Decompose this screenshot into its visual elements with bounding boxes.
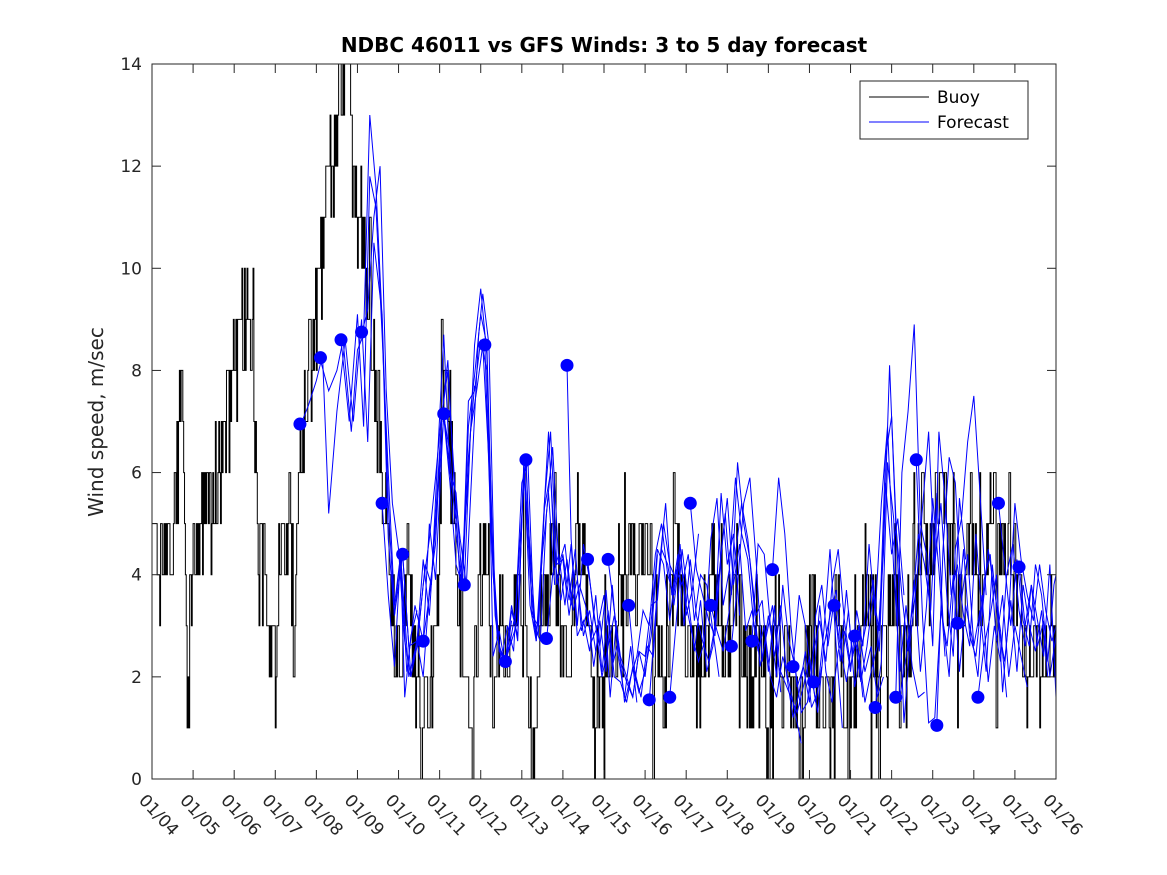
- legend-forecast-label: Forecast: [937, 113, 1009, 133]
- chart-title: NDBC 46011 vs GFS Winds: 3 to 5 day fore…: [341, 33, 868, 57]
- forecast-marker-19: [663, 690, 677, 704]
- legend-box: [859, 80, 1029, 140]
- forecast-marker-12: [519, 453, 533, 467]
- forecast-run-line-26: [813, 426, 925, 703]
- forecast-marker-24: [765, 563, 779, 577]
- forecast-run-line-31: [915, 462, 1028, 724]
- legend: Buoy Forecast: [859, 80, 1029, 140]
- forecast-marker-8: [437, 407, 451, 421]
- forecast-marker-16: [601, 552, 615, 566]
- forecast-marker-9: [457, 578, 471, 592]
- forecast-marker-4: [355, 325, 369, 339]
- forecast-marker-26: [807, 675, 821, 689]
- y-tick-label-0: 0: [131, 770, 142, 790]
- forecast-marker-25: [786, 660, 800, 674]
- forecast-run-line-4: [361, 166, 476, 677]
- y-tick-label-6: 6: [131, 464, 142, 484]
- forecast-marker-3: [334, 333, 348, 347]
- forecast-marker-31: [909, 453, 923, 467]
- forecast-marker-30: [889, 690, 903, 704]
- forecast-run-line-33: [956, 543, 1057, 698]
- forecast-marker-14: [560, 358, 574, 372]
- y-tick-label-12: 12: [120, 157, 142, 177]
- forecast-run-line-34: [977, 503, 1057, 698]
- forecast-marker-32: [930, 718, 944, 732]
- forecast-run-line-22: [730, 477, 843, 728]
- forecast-marker-5: [375, 496, 389, 510]
- forecast-marker-13: [539, 632, 553, 646]
- forecast-marker-6: [396, 547, 410, 561]
- forecast-marker-18: [642, 693, 656, 707]
- forecast-run-line-20: [689, 498, 802, 744]
- forecast-marker-33: [950, 616, 964, 630]
- forecast-run-line-32: [936, 457, 1049, 723]
- forecast-marker-23: [745, 634, 759, 648]
- forecast-marker-28: [848, 629, 862, 643]
- forecast-marker-21: [704, 598, 718, 612]
- y-tick-label-14: 14: [120, 55, 142, 75]
- y-tick-label-4: 4: [131, 566, 142, 586]
- forecast-marker-1: [293, 417, 307, 431]
- forecast-run-line-28: [854, 416, 967, 723]
- forecast-run-line-35: [997, 503, 1057, 662]
- legend-buoy-label: Buoy: [937, 88, 980, 108]
- forecast-run-line-21: [710, 503, 823, 715]
- forecast-run-line-23: [751, 542, 864, 715]
- forecast-run-line-12: [525, 462, 638, 703]
- y-tick-label-2: 2: [131, 668, 142, 688]
- forecast-marker-17: [622, 598, 636, 612]
- forecast-run-line-17: [628, 492, 741, 698]
- forecast-marker-35: [991, 496, 1005, 510]
- forecast-marker-11: [498, 655, 512, 669]
- forecast-run-line-13: [545, 544, 658, 703]
- y-tick-label-10: 10: [120, 259, 142, 279]
- forecast-run-line-24: [771, 477, 884, 703]
- forecast-marker-34: [971, 690, 985, 704]
- forecast-marker-36: [1012, 560, 1026, 574]
- forecast-run-line-3: [340, 176, 457, 672]
- forecast-run-line-6: [402, 288, 513, 677]
- forecast-marker-2: [313, 351, 327, 365]
- forecast-marker-15: [581, 552, 595, 566]
- y-axis-label: Wind speed, m/sec: [84, 327, 108, 517]
- forecast-run-line-16: [607, 548, 720, 698]
- forecast-marker-7: [416, 634, 430, 648]
- forecast-marker-27: [827, 598, 841, 612]
- forecast-marker-29: [868, 701, 882, 714]
- y-tick-label-8: 8: [131, 361, 142, 381]
- forecast-marker-22: [724, 639, 738, 653]
- forecast-marker-20: [683, 496, 697, 510]
- plot-area: 0246810121401/0401/0501/0601/0701/0801/0…: [120, 55, 1086, 840]
- forecast-run-line-15: [587, 523, 700, 703]
- forecast-marker-10: [478, 338, 492, 352]
